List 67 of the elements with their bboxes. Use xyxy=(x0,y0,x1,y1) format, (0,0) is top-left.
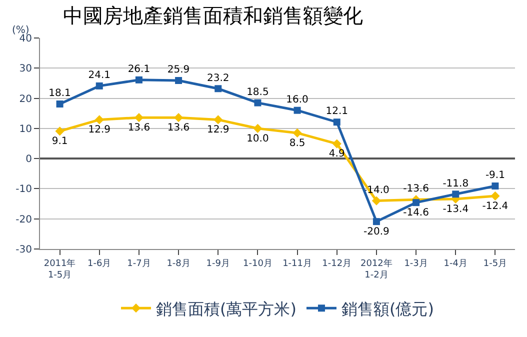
data-label: 18.1 xyxy=(48,88,71,100)
point xyxy=(55,126,64,136)
point xyxy=(134,113,144,122)
data-label: 25.9 xyxy=(167,64,190,76)
point xyxy=(372,218,380,226)
x-tick-label: 1-11月 xyxy=(282,258,312,269)
y-tick-label: 10 xyxy=(19,124,32,135)
point xyxy=(175,77,182,84)
data-label: 10.0 xyxy=(246,133,269,144)
point xyxy=(492,182,499,190)
point xyxy=(254,99,262,106)
point xyxy=(253,124,262,133)
x-tick-label: 1-7月 xyxy=(127,258,151,269)
point xyxy=(332,139,342,148)
legend-label: 銷售面積(萬平方米) xyxy=(156,299,296,318)
point xyxy=(412,199,420,206)
point xyxy=(174,113,184,122)
y-tick-label: 30 xyxy=(19,64,32,75)
data-label: -11.8 xyxy=(442,178,469,190)
data-label: 13.6 xyxy=(128,122,150,134)
data-label: -13.4 xyxy=(442,204,469,215)
data-label: -14.6 xyxy=(403,207,429,218)
data-label: 9.1 xyxy=(52,136,68,148)
chart-title: 中國房地產銷售面積和銷售額變化 xyxy=(63,3,364,28)
point xyxy=(214,115,223,124)
y-tick-label: -20 xyxy=(16,214,32,226)
point xyxy=(96,82,103,90)
y-tick-label: 20 xyxy=(19,94,32,105)
y-tick-label: 0 xyxy=(26,154,32,166)
x-tick-label: 1-10月 xyxy=(242,258,272,269)
data-label: 12.9 xyxy=(206,124,230,136)
point xyxy=(452,190,460,198)
data-label: 12.1 xyxy=(326,106,348,118)
data-label: 23.2 xyxy=(206,72,230,84)
x-tick-label: 1-12月 xyxy=(322,258,352,269)
data-label: -13.6 xyxy=(403,184,429,195)
point xyxy=(56,100,64,108)
x-tick-label: 2012年 1-2月 xyxy=(360,258,392,280)
data-label: -12.4 xyxy=(482,200,508,212)
point xyxy=(214,85,222,92)
data-label: -20.9 xyxy=(364,226,390,238)
data-label: -9.1 xyxy=(485,170,505,182)
data-label: 8.5 xyxy=(289,138,306,149)
y-tick-label: 40 xyxy=(19,34,32,44)
point xyxy=(294,106,301,114)
data-label: 12.9 xyxy=(88,124,111,136)
point xyxy=(94,115,104,124)
y-tick-label: -30 xyxy=(16,244,32,256)
data-label: 18.5 xyxy=(246,86,269,98)
x-tick-label: 1-5月 xyxy=(483,258,508,269)
x-tick-label: 2011年 1-5月 xyxy=(44,258,76,280)
point xyxy=(333,118,340,126)
legend-label: 銷售額(億元) xyxy=(341,299,434,318)
point xyxy=(292,128,302,138)
data-label: 24.1 xyxy=(88,70,111,82)
x-tick-label: 1-4月 xyxy=(444,258,468,269)
y-tick-label: -10 xyxy=(16,184,32,196)
point xyxy=(490,191,500,200)
point xyxy=(372,196,382,206)
point xyxy=(135,76,142,84)
data-label: 13.6 xyxy=(167,122,190,134)
x-tick-label: 1-6月 xyxy=(88,258,112,269)
x-tick-label: 1-3月 xyxy=(404,258,428,269)
data-label: 16.0 xyxy=(286,94,308,106)
data-label: 26.1 xyxy=(128,64,150,76)
x-tick-label: 1-8月 xyxy=(166,258,190,269)
x-tick-label: 1-9月 xyxy=(206,258,230,269)
